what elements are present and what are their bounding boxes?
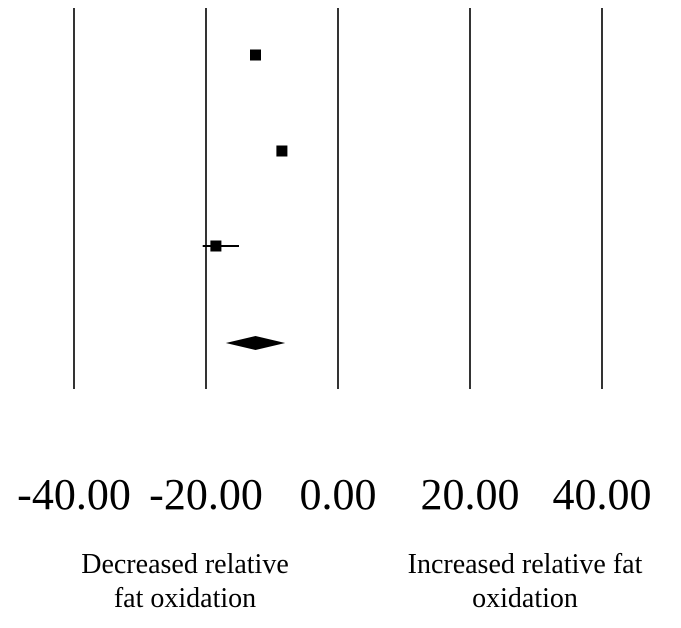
left-axis-caption: Decreased relative fat oxidation [35, 548, 335, 616]
x-tick-label-2: 0.00 [299, 470, 377, 519]
left-caption-line-1: Decreased relative [81, 549, 289, 580]
x-tick-label-4: 40.00 [552, 470, 652, 519]
forest-plot [73, 8, 603, 389]
right-axis-caption: Increased relative fat oxidation [375, 548, 675, 616]
right-caption-line-1: Increased relative fat [407, 549, 643, 580]
x-tick-label-3: 20.00 [420, 470, 520, 519]
left-caption-line-2: fat oxidation [113, 583, 257, 614]
pooled-diamond [225, 336, 286, 350]
study-point-0 [250, 49, 261, 61]
study-point-2 [210, 240, 222, 252]
right-caption-line-2: oxidation [472, 583, 578, 614]
x-tick-label-0: -40.00 [17, 470, 131, 519]
study-point-1 [276, 145, 288, 157]
x-tick-label-1: -20.00 [149, 470, 263, 519]
